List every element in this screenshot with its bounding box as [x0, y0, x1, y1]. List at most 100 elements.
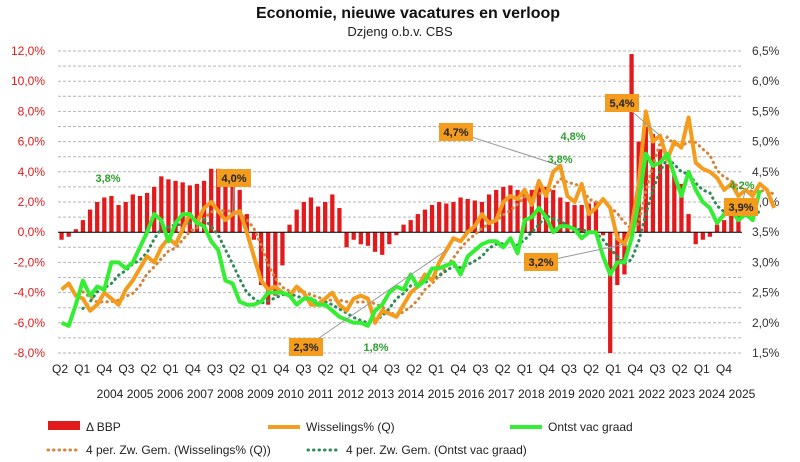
chart-subtitle: Dzjeng o.b.v. CBS [347, 24, 453, 39]
gdp-bar [273, 232, 278, 296]
x-tick-quarter: Q2 [52, 362, 68, 376]
x-axis-ticks: Q2 Q1 Q4 Q3 Q2 Q1 Q4 Q3 Q2 Q1 Q4 Q3 Q2 Q1 Q4 Q3 Q2 Q1 Q4 Q3… [52, 362, 756, 401]
annotation-box [524, 253, 558, 271]
gdp-bar [159, 176, 164, 233]
left-tick-label: -2,0% [14, 255, 46, 269]
x-tick-year: 2013 [368, 387, 395, 401]
x-tick-year: 2004 [97, 387, 124, 401]
gdp-bar [372, 232, 378, 252]
gdp-bar [700, 232, 705, 240]
gdp-bar [707, 232, 713, 237]
gdp-bar [130, 194, 135, 233]
gdp-bar [251, 232, 257, 240]
gdp-bar [444, 203, 449, 233]
gdp-bar [593, 202, 599, 233]
legend-label: 4 per. Zw. Gem. (Ontst vac graad) [346, 443, 527, 457]
gdp-bar [258, 232, 264, 286]
x-tick-quarter: Q4 [273, 362, 289, 376]
gdp-bar [501, 186, 506, 233]
gdp-bar [579, 205, 584, 233]
x-tick-quarter: Q1 [74, 362, 90, 376]
x-tick-year: 2009 [247, 387, 274, 401]
gdp-bar [152, 186, 157, 233]
gdp-bar [672, 174, 677, 233]
x-tick-quarter: Q2 [495, 362, 511, 376]
x-tick-year: 2016 [458, 387, 485, 401]
gdp-bar [266, 232, 271, 305]
x-tick-quarter: Q1 [340, 362, 356, 376]
annotation-label: 2,3% [293, 342, 318, 354]
gdp-bar [693, 232, 698, 245]
x-tick-year: 2024 [699, 387, 726, 401]
annotation-label: 4,0% [221, 173, 246, 185]
right-tick-label: 5,0% [752, 135, 780, 149]
gdp-bar [422, 209, 428, 233]
gdp-bar [180, 182, 185, 233]
left-tick-label: -8,0% [14, 346, 46, 360]
gdp-bar [657, 149, 663, 233]
gdp-bar [109, 195, 114, 233]
right-tick-label: 1,5% [752, 346, 780, 360]
right-tick-label: 3,0% [752, 255, 780, 269]
annotation-box [439, 123, 473, 141]
gdp-bar [401, 224, 406, 233]
left-tick-label: 0,0% [18, 225, 46, 239]
gdp-bar [572, 205, 577, 233]
x-tick-year: 2014 [398, 387, 425, 401]
annotation-label: 3,8% [95, 173, 120, 185]
left-tick-label: -6,0% [14, 316, 46, 330]
gdp-bar [216, 168, 221, 233]
gdp-bar [87, 209, 93, 233]
gdp-bar [600, 232, 606, 236]
gdp-bar [294, 209, 299, 233]
x-tick-year: 2023 [668, 387, 695, 401]
gdp-bar [380, 232, 385, 255]
gdp-bar [280, 232, 285, 266]
left-tick-label: 10,0% [11, 74, 45, 88]
gdp-bar [166, 179, 171, 233]
x-tick-quarter: Q4 [539, 362, 555, 376]
gdp-bar [287, 224, 292, 233]
right-tick-label: 2,5% [752, 286, 780, 300]
gdp-bar [729, 211, 734, 233]
gdp-bar [173, 180, 178, 233]
x-tick-quarter: Q4 [362, 362, 378, 376]
x-tick-year: 2019 [548, 387, 575, 401]
x-tick-quarter: Q2 [583, 362, 599, 376]
gdp-bar [408, 220, 413, 233]
gdp-bar [123, 202, 128, 233]
annotation-label: 4,8% [560, 131, 585, 143]
x-tick-quarter: Q2 [141, 362, 157, 376]
gdp-bar [686, 214, 691, 233]
gdp-bar [308, 197, 314, 233]
right-tick-label: 5,5% [752, 104, 780, 118]
gdp-bar [558, 197, 563, 233]
gdp-bar [486, 194, 492, 233]
annotation-leader [305, 249, 447, 348]
left-axis-ticks: 12,0% 10,0% 8,0% 6,0% 4,0% 2,0% 0,0% -2,0% -4,0%… [11, 44, 45, 360]
gdp-bar [116, 205, 121, 233]
gdp-bar [529, 189, 534, 233]
right-tick-label: 4,5% [752, 165, 780, 179]
x-tick-quarter: Q4 [185, 362, 201, 376]
x-tick-quarter: Q1 [694, 362, 710, 376]
x-tick-quarter: Q1 [251, 362, 267, 376]
gdp-bar [351, 232, 356, 240]
x-tick-quarter: Q4 [450, 362, 466, 376]
x-tick-year: 2025 [729, 387, 756, 401]
x-tick-quarter: Q3 [561, 362, 577, 376]
x-tick-year: 2006 [157, 387, 184, 401]
gdp-bar [244, 214, 249, 233]
gdp-bar [629, 54, 634, 233]
x-tick-quarter: Q1 [163, 362, 179, 376]
gdp-bar [437, 202, 442, 233]
annotation-box [605, 94, 639, 112]
x-tick-year: 2020 [578, 387, 605, 401]
gdp-bar [565, 202, 570, 233]
x-tick-quarter: Q2 [229, 362, 245, 376]
x-tick-quarter: Q2 [406, 362, 422, 376]
annotation-label: 3,8% [547, 154, 572, 166]
x-tick-year: 2017 [488, 387, 515, 401]
gdp-bar [465, 198, 470, 233]
